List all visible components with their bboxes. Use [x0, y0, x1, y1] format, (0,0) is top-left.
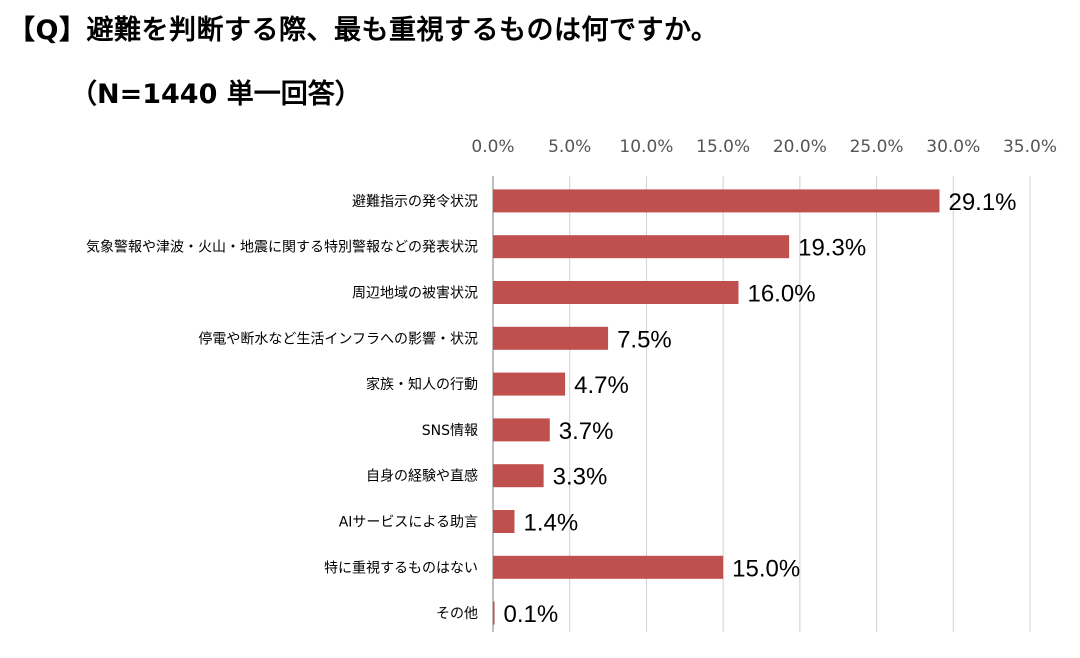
- category-label: その他: [436, 606, 478, 622]
- x-tick-label: 10.0%: [619, 137, 673, 157]
- category-label: 周辺地域の被害状況: [352, 286, 478, 302]
- bar: [493, 326, 609, 350]
- bar: [493, 555, 724, 579]
- category-label: AIサービスによる助言: [339, 515, 478, 531]
- category-label: 特に重視するものはない: [324, 560, 478, 576]
- x-tick-label: 15.0%: [696, 137, 750, 157]
- bar: [493, 418, 550, 442]
- category-label: 自身の経験や直感: [366, 468, 478, 485]
- category-label: 気象警報や津波・火山・地震に関する特別警報などの発表状況: [86, 240, 478, 256]
- x-tick-label: 25.0%: [850, 137, 904, 157]
- data-label: 0.1%: [504, 601, 559, 628]
- bar: [493, 235, 790, 259]
- grid-lines: [492, 176, 1031, 632]
- data-label: 29.1%: [948, 189, 1016, 216]
- x-tick-label: 0.0%: [471, 137, 514, 157]
- data-label: 15.0%: [732, 555, 800, 582]
- data-label: 4.7%: [574, 372, 629, 399]
- data-labels: 29.1% 19.3% 16.0% 7.5% 4.7% 3.7% 3.3% 1.4% 15.0%…: [504, 189, 1017, 628]
- bar: [493, 372, 566, 396]
- category-label: 停電や断水など生活インフラへの影響・状況: [198, 330, 478, 347]
- x-tick-label: 35.0%: [1003, 137, 1057, 157]
- question-title: 【Q】避難を判断する際、最も重視するものは何ですか。: [8, 15, 719, 46]
- data-label: 7.5%: [617, 326, 672, 353]
- category-labels: 避難指示の発令状況気象警報や津波・火山・地震に関する特別警報などの発表状況周辺地…: [86, 194, 478, 622]
- category-label: 家族・知人の行動: [366, 376, 478, 393]
- category-label: SNS情報: [422, 423, 478, 439]
- x-tick-label: 5.0%: [548, 137, 591, 157]
- x-axis-ticks: 0.0% 5.0% 10.0% 15.0% 20.0% 25.0% 30.0% 35.0%: [471, 137, 1057, 157]
- x-tick-label: 20.0%: [773, 137, 827, 157]
- data-label: 19.3%: [798, 235, 866, 262]
- bar: [493, 464, 544, 488]
- data-label: 16.0%: [747, 281, 815, 308]
- data-label: 1.4%: [523, 510, 578, 537]
- data-label: 3.3%: [553, 464, 608, 491]
- bars: [493, 189, 940, 625]
- category-label: 避難指示の発令状況: [352, 194, 478, 210]
- bar: [493, 281, 739, 304]
- data-label: 3.7%: [559, 418, 614, 445]
- bar: [493, 601, 495, 625]
- bar: [493, 189, 940, 213]
- x-tick-label: 30.0%: [926, 137, 980, 157]
- sample-size-note: （N=1440 単一回答）: [70, 79, 362, 110]
- bar: [493, 510, 515, 533]
